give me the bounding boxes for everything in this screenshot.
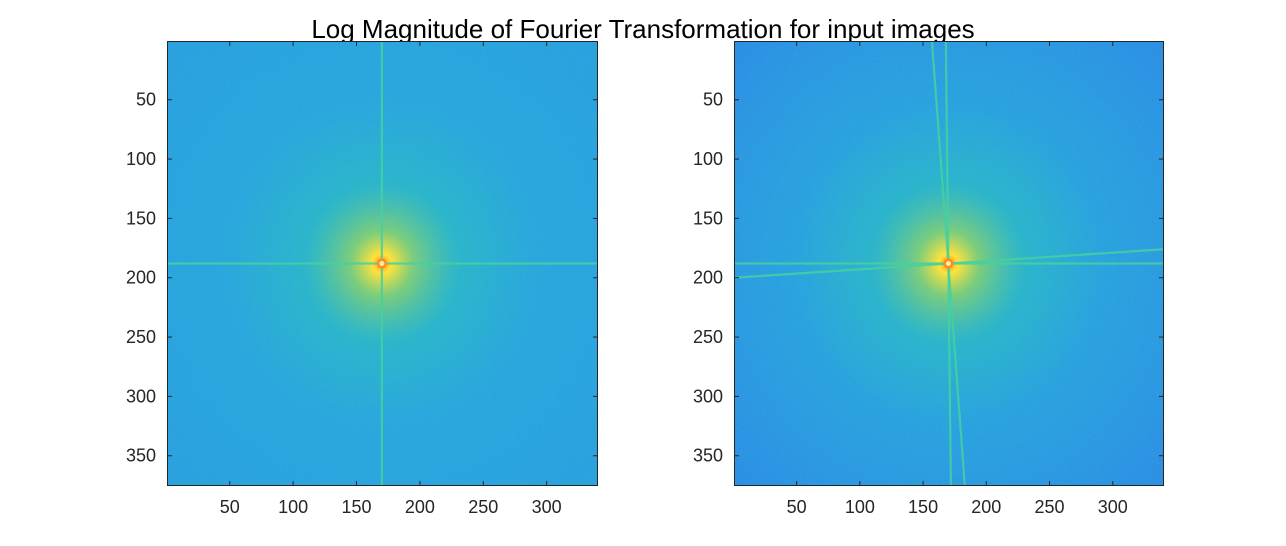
y-tick-label: 350 [126, 446, 156, 466]
axes-frame [167, 41, 598, 486]
x-tick-label: 100 [278, 497, 308, 517]
y-tick-label: 150 [693, 208, 723, 228]
x-tick-label: 300 [532, 497, 562, 517]
x-tick-label: 50 [220, 497, 240, 517]
y-tick-label: 300 [126, 386, 156, 406]
x-tick-label: 200 [405, 497, 435, 517]
heatmap-panel-1: 50 100 150 200 250 300 50 100 150 200 250 300 350 [126, 41, 598, 517]
y-tick-label: 200 [126, 268, 156, 288]
x-tick-label: 150 [341, 497, 371, 517]
y-tick-label: 150 [126, 208, 156, 228]
y-tick-label: 350 [693, 446, 723, 466]
x-tick-label: 150 [908, 497, 938, 517]
figure-title: Log Magnitude of Fourier Transformation … [311, 14, 974, 44]
spectrum-peak-core [379, 261, 385, 266]
x-tick-label: 300 [1098, 497, 1128, 517]
y-tick-label: 200 [693, 268, 723, 288]
y-tick-label: 250 [126, 327, 156, 347]
y-tick-label: 100 [693, 149, 723, 169]
x-tick-label: 250 [1035, 497, 1065, 517]
x-tick-label: 200 [971, 497, 1001, 517]
x-tick-label: 250 [468, 497, 498, 517]
y-tick-label: 300 [693, 386, 723, 406]
y-tick-label: 50 [136, 90, 156, 110]
heatmap-panel-2: 50 100 150 200 250 300 50 100 150 200 250 300 350 [693, 41, 1164, 517]
x-tick-label: 50 [787, 497, 807, 517]
y-tick-label: 50 [703, 90, 723, 110]
y-tick-label: 250 [693, 327, 723, 347]
x-tick-label: 100 [845, 497, 875, 517]
spectrum-peak-core [945, 261, 951, 266]
y-tick-label: 100 [126, 149, 156, 169]
axes-frame [734, 41, 1164, 486]
